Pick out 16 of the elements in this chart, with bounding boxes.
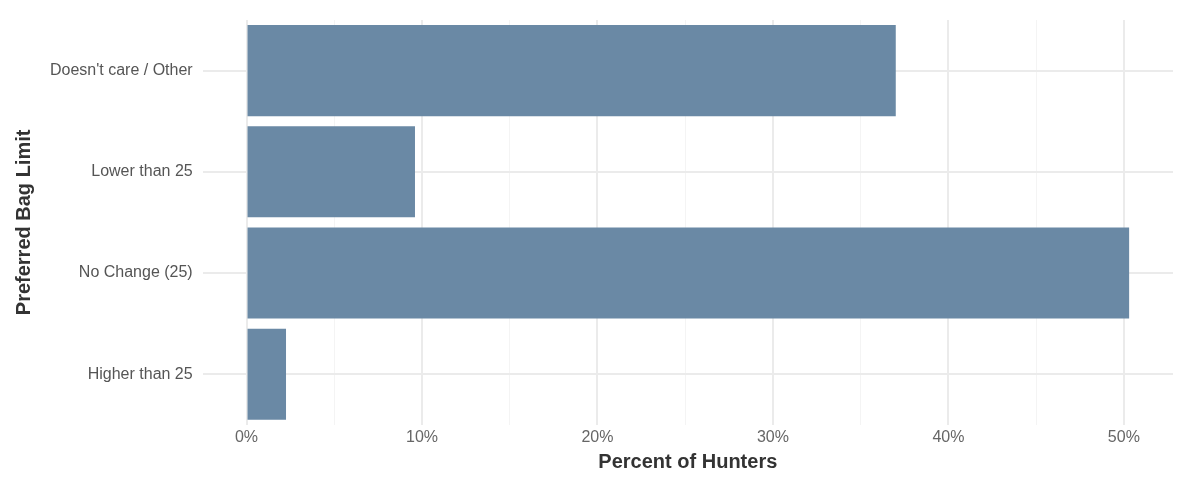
y-axis-title: Preferred Bag Limit xyxy=(11,129,34,316)
x-tick-label: 50% xyxy=(1107,427,1140,445)
x-tick-label: 10% xyxy=(405,427,439,445)
y-tick-label: Doesn't care / Other xyxy=(50,61,194,79)
x-axis-title: Percent of Hunters xyxy=(598,449,778,472)
bar xyxy=(247,126,415,218)
bar xyxy=(247,25,896,117)
y-tick-label: Higher than 25 xyxy=(87,364,193,382)
x-tick-label: 30% xyxy=(756,427,789,445)
y-tick-label: Lower than 25 xyxy=(91,162,193,180)
x-tick-label: 40% xyxy=(932,427,965,445)
bar xyxy=(247,328,287,420)
y-tick-label: No Change (25) xyxy=(78,263,193,281)
bar xyxy=(247,227,1130,319)
x-tick-label: 0% xyxy=(234,427,259,445)
x-tick-label: 20% xyxy=(581,427,614,445)
